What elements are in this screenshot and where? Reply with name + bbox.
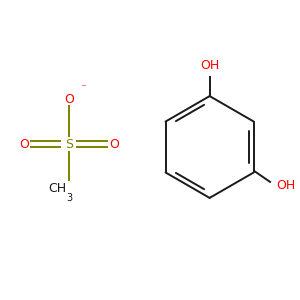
Text: CH: CH <box>48 182 66 195</box>
Text: ⁻: ⁻ <box>80 84 86 94</box>
Text: S: S <box>65 137 73 151</box>
Text: O: O <box>64 93 74 106</box>
Text: O: O <box>109 137 119 151</box>
Text: 3: 3 <box>66 193 72 202</box>
Text: OH: OH <box>200 59 219 72</box>
Text: OH: OH <box>276 179 296 192</box>
Text: O: O <box>19 137 29 151</box>
